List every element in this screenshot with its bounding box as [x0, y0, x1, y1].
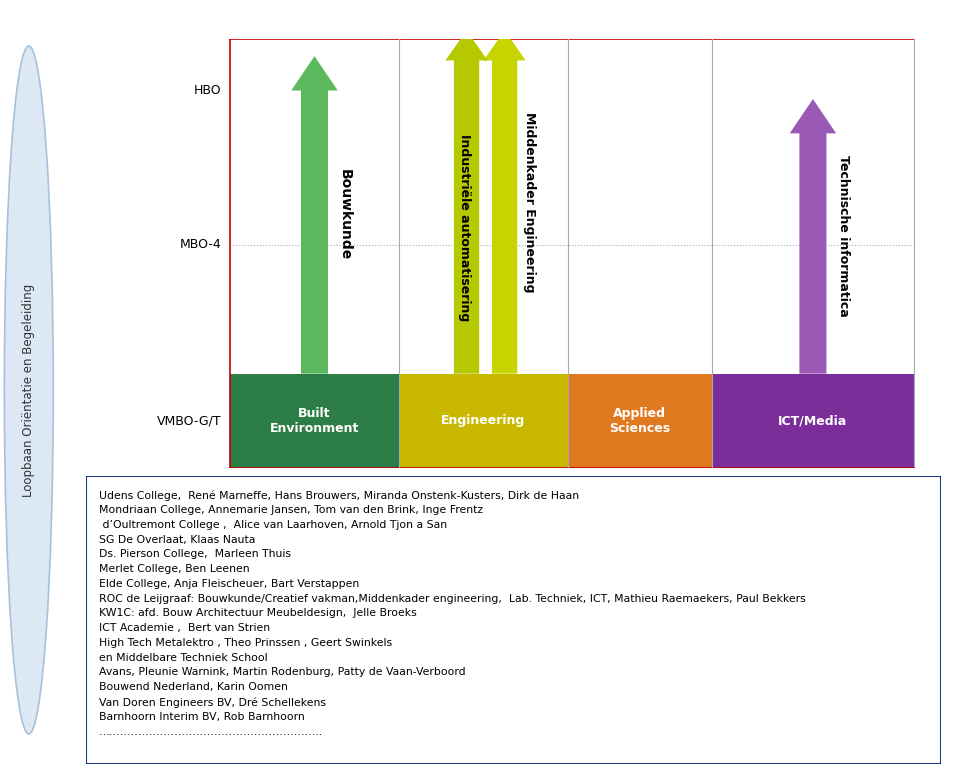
Text: HBO: HBO: [194, 84, 222, 97]
Bar: [568, 374, 711, 468]
Text: Built
Environment: Built Environment: [270, 407, 359, 434]
Text: T Science / Techniekmavo: T Science / Techniekmavo: [463, 498, 682, 513]
Text: High Tech Metalektro , Theo Prinssen , Geert Swinkels: High Tech Metalektro , Theo Prinssen , G…: [99, 638, 393, 648]
Text: Bouwend Nederland, Karin Oomen: Bouwend Nederland, Karin Oomen: [99, 682, 288, 692]
Text: Middenkader Engineering: Middenkader Engineering: [523, 112, 537, 292]
FancyArrow shape: [484, 30, 526, 374]
FancyArrow shape: [291, 56, 338, 374]
Bar: [399, 374, 568, 468]
Text: ICT/Media: ICT/Media: [779, 414, 848, 427]
Bar: [711, 374, 914, 468]
Text: Mondriaan College, Annemarie Jansen, Tom van den Brink, Inge Frentz: Mondriaan College, Annemarie Jansen, Tom…: [99, 505, 483, 515]
Text: Barnhoorn Interim BV, Rob Barnhoorn: Barnhoorn Interim BV, Rob Barnhoorn: [99, 712, 305, 722]
Text: Elde College, Anja Fleischeuer, Bart Verstappen: Elde College, Anja Fleischeuer, Bart Ver…: [99, 579, 359, 589]
Text: Avans, Pleunie Warnink, Martin Rodenburg, Patty de Vaan-Verboord: Avans, Pleunie Warnink, Martin Rodenburg…: [99, 668, 466, 678]
Text: Applied
Sciences: Applied Sciences: [610, 407, 670, 434]
Text: Van Doren Engineers BV, Dré Schellekens: Van Doren Engineers BV, Dré Schellekens: [99, 697, 326, 707]
Text: ICT Academie ,  Bert van Strien: ICT Academie , Bert van Strien: [99, 623, 271, 633]
Bar: [230, 374, 399, 468]
Bar: [230, 39, 914, 374]
Ellipse shape: [5, 46, 53, 734]
FancyArrow shape: [445, 30, 488, 374]
Text: Engineering: Engineering: [442, 414, 525, 427]
Text: Bouwkunde: Bouwkunde: [338, 169, 352, 261]
Text: Loopbaan Oriëntatie en Begeleiding: Loopbaan Oriëntatie en Begeleiding: [22, 283, 36, 497]
Text: VMBO-G/T: VMBO-G/T: [156, 414, 222, 427]
Text: Merlet College, Ben Leenen: Merlet College, Ben Leenen: [99, 564, 250, 574]
Text: Technische informatica: Technische informatica: [836, 155, 850, 317]
Text: d’Oultremont College ,  Alice van Laarhoven, Arnold Tjon a San: d’Oultremont College , Alice van Laarhov…: [99, 519, 447, 530]
Text: MBO-4: MBO-4: [180, 239, 222, 251]
Text: Ds. Pierson College,  Marleen Thuis: Ds. Pierson College, Marleen Thuis: [99, 549, 291, 559]
Text: KW1C: afd. Bouw Architectuur Meubeldesign,  Jelle Broeks: KW1C: afd. Bouw Architectuur Meubeldesig…: [99, 608, 417, 619]
Text: SG De Overlaat, Klaas Nauta: SG De Overlaat, Klaas Nauta: [99, 534, 255, 544]
Text: Udens College,  René Marneffe, Hans Brouwers, Miranda Onstenk-Kusters, Dirk de H: Udens College, René Marneffe, Hans Brouw…: [99, 491, 579, 501]
Text: ROC de Leijgraaf: Bouwkunde/Creatief vakman,Middenkader engineering,  Lab. Techn: ROC de Leijgraaf: Bouwkunde/Creatief vak…: [99, 594, 806, 604]
Text: Industriële automatisering: Industriële automatisering: [458, 134, 471, 321]
Text: ……………………………………………………..: ……………………………………………………..: [99, 726, 324, 736]
FancyArrow shape: [790, 99, 836, 374]
Text: en Middelbare Techniek School: en Middelbare Techniek School: [99, 653, 268, 663]
